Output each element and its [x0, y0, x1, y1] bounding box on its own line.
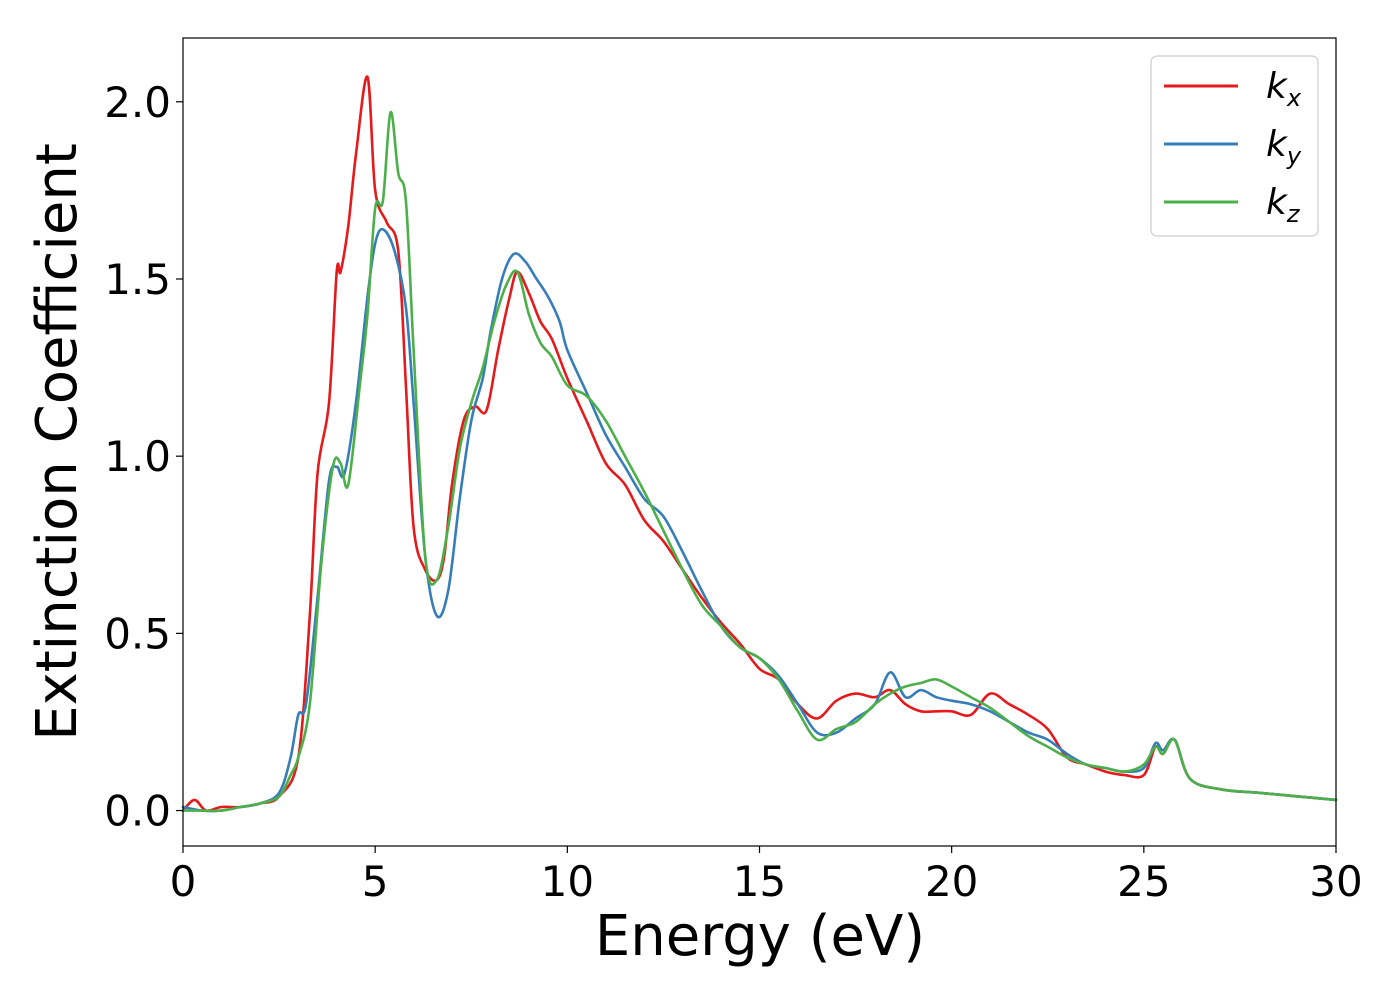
y-tick-label: 2.0 — [104, 78, 171, 127]
series-line-x — [181, 75, 1338, 813]
legend-label-x: kx — [1266, 66, 1302, 112]
x-tick-label: 20 — [925, 857, 978, 906]
y-axis: 0.0 0.5 1.0 1.5 2.0 — [104, 78, 183, 836]
x-tick-label: 30 — [1309, 857, 1362, 906]
x-tick-label: 25 — [1117, 857, 1170, 906]
series-line-z — [181, 111, 1338, 813]
x-tick-label: 0 — [170, 857, 197, 906]
y-tick-label: 1.5 — [104, 255, 171, 304]
y-tick-label: 0.0 — [104, 787, 171, 836]
x-tick-label: 10 — [541, 857, 594, 906]
legend-label-y: ky — [1266, 124, 1302, 170]
y-axis-title: Extinction Coefficient — [25, 143, 90, 741]
y-tick-label: 1.0 — [104, 432, 171, 481]
x-tick-label: 15 — [733, 857, 786, 906]
legend-box — [1150, 55, 1319, 237]
x-axis-title: Energy (eV) — [595, 904, 925, 969]
legend-label-z: kz — [1266, 182, 1301, 228]
y-tick-label: 0.5 — [104, 609, 171, 658]
x-tick-label: 5 — [362, 857, 389, 906]
x-axis: 0 5 10 15 20 25 30 — [170, 846, 1363, 906]
legend: kx ky kz — [1150, 55, 1319, 237]
series-layer — [181, 75, 1338, 813]
